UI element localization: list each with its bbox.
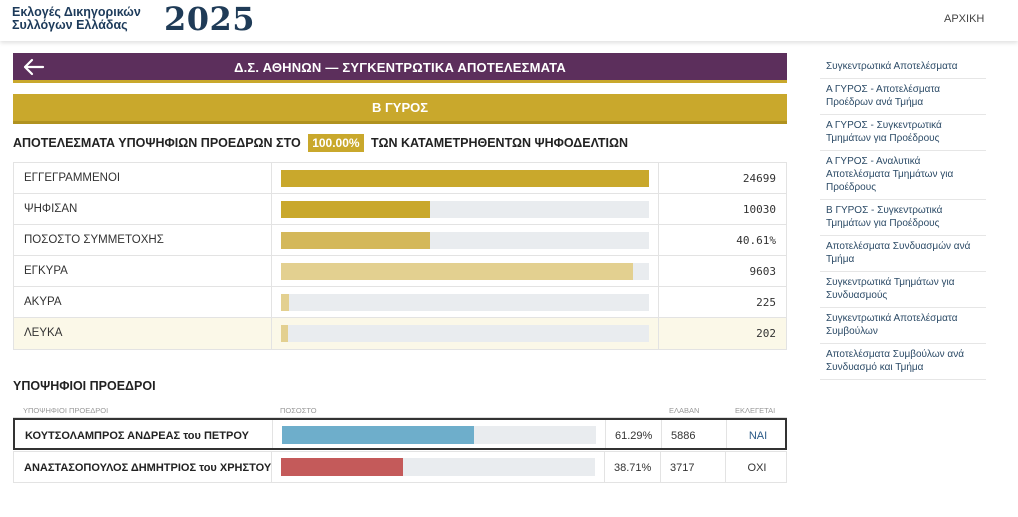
col-header-elected: ΕΚΛΕΓΕΤΑΙ bbox=[735, 406, 776, 415]
results-heading-suffix: ΤΩΝ ΚΑΤΑΜΕΤΡΗΘΕΝΤΩΝ ΨΗΦΟΔΕΛΤΙΩΝ bbox=[371, 136, 629, 150]
candidate-votes: 3717 bbox=[670, 462, 695, 474]
logo[interactable]: Εκλογές Δικηγορικών Συλλόγων Ελλάδας bbox=[12, 6, 141, 32]
stat-row: ΑΚΥΡΑ 225 bbox=[14, 287, 786, 318]
candidate-percentage: 61.29% bbox=[615, 430, 653, 442]
stat-bar-fill bbox=[281, 201, 431, 218]
stat-bar-fill bbox=[281, 325, 289, 342]
column-divider bbox=[660, 452, 661, 482]
column-divider bbox=[658, 318, 659, 349]
stat-label: ΕΓΚΥΡΑ bbox=[24, 265, 68, 277]
candidate-bar-fill bbox=[281, 458, 403, 476]
back-arrow-icon[interactable] bbox=[21, 56, 45, 78]
candidate-name: ΑΝΑΣΤΑΣΟΠΟΥΛΟΣ ΔΗΜΗΤΡΙΟΣ του ΧΡΗΣΤΟΥ bbox=[24, 462, 272, 474]
stat-row: ΨΗΦΙΣΑΝ 10030 bbox=[14, 194, 786, 225]
top-bar: Εκλογές Δικηγορικών Συλλόγων Ελλάδας 202… bbox=[0, 0, 1018, 41]
logo-line-2: Συλλόγων Ελλάδας bbox=[12, 18, 128, 32]
candidates-heading: ΥΠΟΨΗΦΙΟΙ ΠΡΟΕΔΡΟΙ bbox=[13, 379, 156, 393]
stat-value: 10030 bbox=[742, 203, 776, 216]
stat-bar-track bbox=[281, 294, 649, 311]
column-divider bbox=[271, 452, 272, 482]
stat-bar-track bbox=[281, 263, 649, 280]
candidate-name: ΚΟΥΤΣΟΛΑΜΠΡΟΣ ΑΝΔΡΕΑΣ του ΠΕΤΡΟΥ bbox=[25, 430, 249, 442]
stat-label: ΛΕΥΚΑ bbox=[24, 327, 63, 339]
sidebar-link[interactable]: Α ΓΥΡΟΣ - Συγκεντρωτικά Τμημάτων για Προ… bbox=[820, 115, 986, 151]
stat-value: 40.61% bbox=[736, 234, 776, 247]
stat-bar-fill bbox=[281, 170, 649, 187]
stat-value: 24699 bbox=[742, 172, 776, 185]
column-divider bbox=[271, 194, 272, 224]
column-divider bbox=[604, 452, 605, 482]
sidebar-link[interactable]: Συγκεντρωτικά Αποτελέσματα bbox=[820, 56, 986, 79]
column-divider bbox=[271, 318, 272, 349]
stat-bar-fill bbox=[281, 232, 431, 249]
stat-bar-track bbox=[281, 201, 649, 218]
candidate-elected: ΟΧΙ bbox=[747, 462, 767, 474]
col-header-percentage: ΠΟΣΟΣΤΟ bbox=[280, 406, 317, 415]
sidebar-link[interactable]: Αποτελέσματα Συμβούλων ανά Συνδυασμό και… bbox=[820, 344, 986, 380]
page-title-bar: Δ.Σ. ΑΘΗΝΩΝ — ΣΥΓΚΕΝΤΡΩΤΙΚΑ ΑΠΟΤΕΛΕΣΜΑΤΑ bbox=[13, 53, 787, 83]
sidebar-link[interactable]: Β ΓΥΡΟΣ - Συγκεντρωτικά Τμημάτων για Προ… bbox=[820, 200, 986, 236]
stat-value: 202 bbox=[756, 327, 776, 340]
stat-label: ΨΗΦΙΣΑΝ bbox=[24, 203, 78, 215]
stat-bar-fill bbox=[281, 263, 634, 280]
stat-value: 225 bbox=[756, 296, 776, 309]
sidebar-link[interactable]: Αποτελέσματα Συνδυασμών ανά Τμήμα bbox=[820, 236, 986, 272]
stat-label: ΠΟΣΟΣΤΟ ΣΥΜΜΕΤΟΧΗΣ bbox=[24, 234, 164, 246]
results-heading: ΑΠΟΤΕΛΕΣΜΑΤΑ ΥΠΟΨΗΦΙΩΝ ΠΡΟΕΔΡΩΝ ΣΤΟ 100.… bbox=[13, 134, 628, 154]
sidebar-link[interactable]: Α ΓΥΡΟΣ - Αποτελέσματα Προέδρων ανά Τμήμ… bbox=[820, 79, 986, 115]
logo-year[interactable]: 2025 bbox=[164, 0, 256, 38]
nav-home-link[interactable]: ΑΡΧΙΚΗ bbox=[944, 13, 985, 25]
column-divider bbox=[658, 225, 659, 255]
column-divider bbox=[272, 420, 273, 448]
stat-bar-track bbox=[281, 170, 649, 187]
candidates-table-header: ΥΠΟΨΗΦΙΟΙ ΠΡΟΕΔΡΟΙ ΠΟΣΟΣΤΟ ΕΛΑΒΑΝ ΕΚΛΕΓΕ… bbox=[13, 404, 787, 418]
stat-row: ΛΕΥΚΑ 202 bbox=[14, 318, 786, 349]
candidate-row[interactable]: ΑΝΑΣΤΑΣΟΠΟΥΛΟΣ ΔΗΜΗΤΡΙΟΣ του ΧΡΗΣΤΟΥ 38.7… bbox=[13, 451, 787, 483]
column-divider bbox=[661, 420, 662, 448]
stat-row: ΕΓΓΕΓΡΑΜΜΕΝΟΙ 24699 bbox=[14, 163, 786, 194]
column-divider bbox=[271, 225, 272, 255]
turnout-stats-table: ΕΓΓΕΓΡΑΜΜΕΝΟΙ 24699 ΨΗΦΙΣΑΝ 10030 ΠΟΣΟΣΤΟ ΣΥ… bbox=[13, 162, 787, 350]
stat-row: ΠΟΣΟΣΤΟ ΣΥΜΜΕΤΟΧΗΣ 40.61% bbox=[14, 225, 786, 256]
candidate-votes: 5886 bbox=[671, 430, 696, 442]
stat-bar-fill bbox=[281, 294, 290, 311]
logo-line-1: Εκλογές Δικηγορικών bbox=[12, 5, 141, 19]
stat-label: ΑΚΥΡΑ bbox=[24, 296, 62, 308]
column-divider bbox=[658, 256, 659, 286]
column-divider bbox=[271, 287, 272, 317]
column-divider bbox=[658, 194, 659, 224]
sidebar-link[interactable]: Α ΓΥΡΟΣ - Αναλυτικά Αποτελέσματα Τμημάτω… bbox=[820, 151, 986, 200]
round-banner: Β ΓΥΡΟΣ bbox=[13, 94, 787, 124]
col-header-candidates: ΥΠΟΨΗΦΙΟΙ ΠΡΟΕΔΡΟΙ bbox=[23, 406, 109, 415]
stat-label: ΕΓΓΕΓΡΑΜΜΕΝΟΙ bbox=[24, 172, 121, 184]
column-divider bbox=[658, 163, 659, 193]
stat-bar-track bbox=[281, 325, 649, 342]
column-divider bbox=[658, 287, 659, 317]
column-divider bbox=[725, 452, 726, 482]
candidate-bar-track bbox=[282, 426, 596, 444]
sidebar-link[interactable]: Συγκεντρωτικά Αποτελέσματα Συμβούλων bbox=[820, 308, 986, 344]
column-divider bbox=[605, 420, 606, 448]
candidate-percentage: 38.71% bbox=[614, 462, 652, 474]
column-divider bbox=[271, 256, 272, 286]
column-divider bbox=[271, 163, 272, 193]
sidebar-menu: Συγκεντρωτικά Αποτελέσματα Α ΓΥΡΟΣ - Αποτ… bbox=[820, 56, 986, 380]
stat-row: ΕΓΚΥΡΑ 9603 bbox=[14, 256, 786, 287]
candidate-row[interactable]: ΚΟΥΤΣΟΛΑΜΠΡΟΣ ΑΝΔΡΕΑΣ του ΠΕΤΡΟΥ 61.29% 58… bbox=[13, 418, 787, 450]
column-divider bbox=[726, 420, 727, 448]
sidebar-link[interactable]: Συγκεντρωτικά Τμημάτων για Συνδυασμούς bbox=[820, 272, 986, 308]
results-heading-prefix: ΑΠΟΤΕΛΕΣΜΑΤΑ ΥΠΟΨΗΦΙΩΝ ΠΡΟΕΔΡΩΝ ΣΤΟ bbox=[13, 136, 301, 150]
col-header-votes: ΕΛΑΒΑΝ bbox=[669, 406, 700, 415]
stat-bar-track bbox=[281, 232, 649, 249]
candidate-bar-fill bbox=[282, 426, 475, 444]
candidate-bar-track bbox=[281, 458, 595, 476]
page-title: Δ.Σ. ΑΘΗΝΩΝ — ΣΥΓΚΕΝΤΡΩΤΙΚΑ ΑΠΟΤΕΛΕΣΜΑΤΑ bbox=[234, 60, 566, 75]
counted-percentage-badge: 100.00% bbox=[308, 134, 364, 152]
stat-value: 9603 bbox=[749, 265, 777, 278]
candidate-elected: ΝΑΙ bbox=[748, 430, 768, 442]
